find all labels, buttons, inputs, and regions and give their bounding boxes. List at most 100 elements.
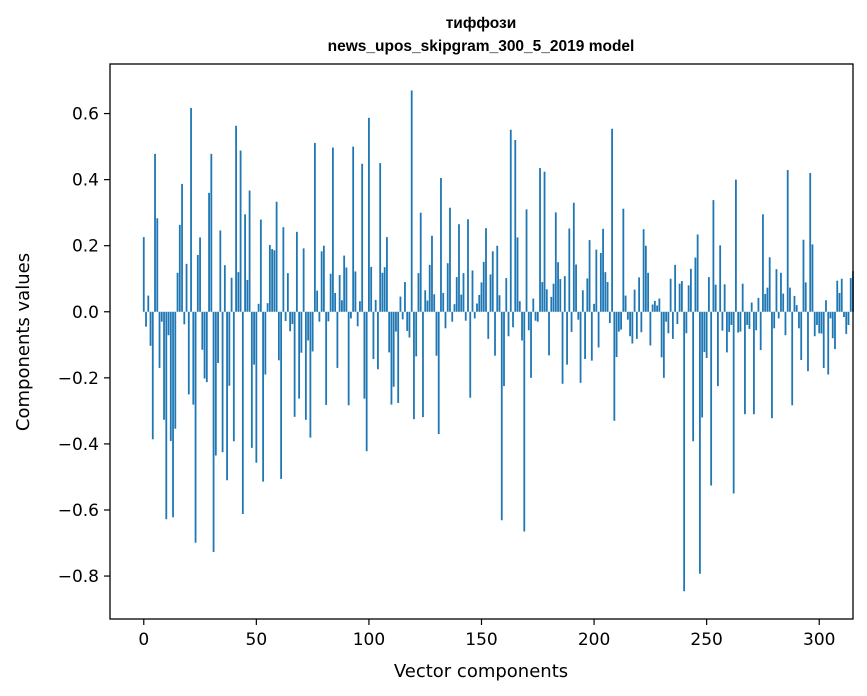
bar xyxy=(699,311,701,574)
bar xyxy=(762,214,764,312)
bar xyxy=(422,311,424,418)
bar xyxy=(791,311,794,406)
bar xyxy=(739,311,742,332)
bar xyxy=(649,311,652,346)
bar xyxy=(622,208,625,312)
bar xyxy=(172,311,174,518)
bar xyxy=(563,276,566,312)
bar-series xyxy=(142,90,854,592)
bar xyxy=(205,311,208,383)
bar xyxy=(374,299,377,312)
bar xyxy=(311,311,314,352)
bar xyxy=(818,311,821,334)
bar xyxy=(255,311,258,463)
bar xyxy=(316,290,319,312)
bar xyxy=(507,311,510,337)
bar xyxy=(232,311,235,442)
bar xyxy=(586,278,589,312)
bar xyxy=(597,311,600,348)
bar xyxy=(329,273,332,312)
y-tick-label: 0.6 xyxy=(72,105,99,125)
bar xyxy=(647,272,650,312)
bar xyxy=(671,311,674,339)
bar xyxy=(532,298,535,312)
bar xyxy=(399,296,402,312)
bar xyxy=(611,128,613,312)
bar xyxy=(449,207,451,312)
bar xyxy=(352,146,355,312)
bar xyxy=(458,224,460,312)
bar xyxy=(843,311,845,318)
x-axis-label: Vector components xyxy=(394,661,568,682)
bar xyxy=(680,281,683,312)
x-tick-label: 100 xyxy=(353,630,385,650)
bar xyxy=(268,245,271,312)
bar xyxy=(545,289,548,312)
bar xyxy=(462,273,465,312)
bar xyxy=(579,311,582,383)
bar xyxy=(642,229,645,312)
bar xyxy=(561,311,564,384)
bar xyxy=(807,311,809,372)
bar xyxy=(199,237,201,312)
bar xyxy=(185,263,188,312)
bar xyxy=(165,311,168,520)
bar xyxy=(566,311,568,365)
bar xyxy=(629,311,631,337)
bar xyxy=(415,311,418,357)
bar xyxy=(782,293,785,312)
bar xyxy=(145,311,147,327)
bar xyxy=(482,261,485,312)
bar xyxy=(178,224,181,312)
bar xyxy=(521,311,523,341)
bar xyxy=(318,311,321,322)
bar xyxy=(480,282,483,312)
bar xyxy=(692,311,695,442)
bar xyxy=(651,304,654,312)
bar xyxy=(570,311,573,332)
bar xyxy=(401,311,404,320)
bar xyxy=(593,303,595,312)
bar xyxy=(741,283,744,312)
bar xyxy=(154,153,156,312)
bar xyxy=(694,257,697,312)
x-tick-label: 50 xyxy=(246,630,268,650)
bar xyxy=(381,272,384,312)
bar xyxy=(500,311,503,521)
bar xyxy=(322,245,325,312)
bar xyxy=(541,282,544,312)
bar xyxy=(683,311,686,592)
bar xyxy=(602,228,604,312)
bar xyxy=(755,311,758,331)
bar xyxy=(181,183,183,312)
y-tick-label: 0.0 xyxy=(72,303,99,323)
x-tick-label: 150 xyxy=(465,630,497,650)
bar xyxy=(840,278,843,312)
bar xyxy=(710,311,713,486)
bar xyxy=(404,282,406,312)
bar xyxy=(620,311,622,330)
bar xyxy=(489,274,492,312)
bar xyxy=(834,311,836,350)
bar xyxy=(228,311,231,386)
bar xyxy=(735,179,737,312)
bar xyxy=(676,311,679,324)
bar xyxy=(469,311,472,398)
bar xyxy=(192,311,195,405)
bar xyxy=(836,280,839,312)
bar xyxy=(696,234,699,312)
bar xyxy=(264,311,267,375)
bar xyxy=(478,294,481,312)
bar xyxy=(271,249,274,312)
bar xyxy=(300,311,303,353)
bar xyxy=(196,254,199,312)
bar xyxy=(552,283,555,312)
bar xyxy=(590,311,593,361)
bar xyxy=(640,311,643,333)
bar xyxy=(289,311,292,332)
bar xyxy=(341,300,343,312)
bar xyxy=(266,303,269,312)
bar xyxy=(183,311,186,325)
bar xyxy=(239,150,242,312)
bar xyxy=(336,311,339,368)
